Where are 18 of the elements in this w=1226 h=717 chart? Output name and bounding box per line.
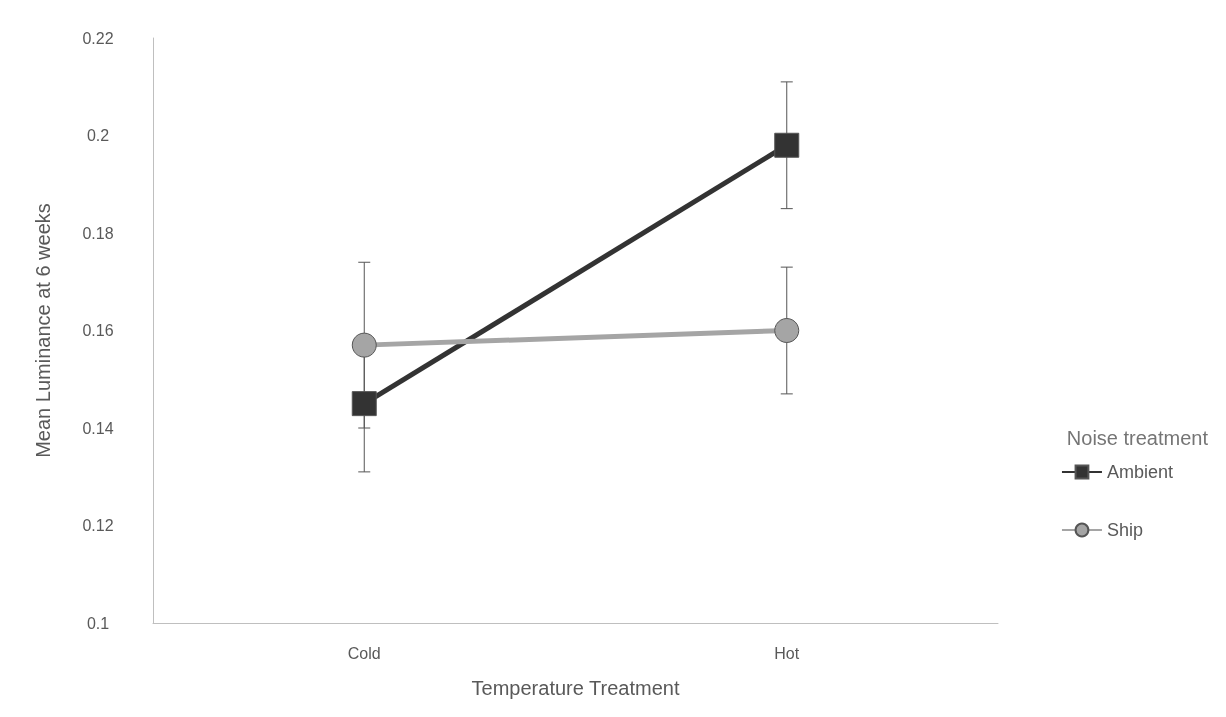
y-tick-label: 0.1	[86, 614, 110, 632]
y-tick-label: 0.16	[82, 322, 114, 339]
y-tick-label: 0.18	[82, 224, 114, 242]
point	[351, 391, 377, 417]
point	[774, 132, 800, 158]
point	[774, 318, 800, 343]
y-tick-label: 0.2	[86, 127, 110, 144]
x-axis-title: Temperature Treatment	[471, 677, 680, 699]
legend-title: Noise treatment	[1066, 427, 1209, 449]
x-tick-label: Hot	[774, 644, 800, 662]
legend-label: Ambient	[1106, 462, 1174, 482]
y-tick-label: 0.22	[82, 29, 114, 47]
y-tick-label: 0.12	[82, 517, 114, 534]
y-axis-title: Mean Luminance at 6 weeks	[32, 203, 54, 458]
legend-label: Ship	[1106, 520, 1143, 540]
y-tick-label: 0.14	[82, 419, 114, 437]
point	[351, 332, 377, 358]
x-tick-label: Cold	[347, 644, 381, 662]
